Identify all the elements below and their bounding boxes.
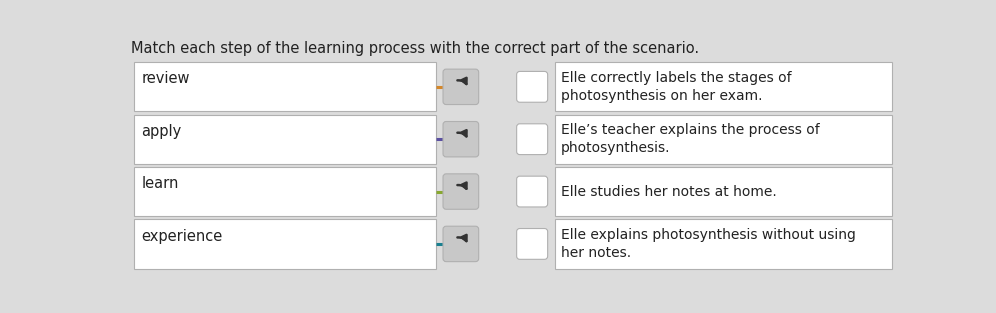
FancyBboxPatch shape: [555, 115, 891, 164]
Text: Elle’s teacher explains the process of
photosynthesis.: Elle’s teacher explains the process of p…: [561, 123, 820, 155]
FancyBboxPatch shape: [443, 69, 479, 105]
FancyBboxPatch shape: [443, 226, 479, 262]
Text: experience: experience: [141, 228, 223, 244]
FancyBboxPatch shape: [555, 167, 891, 216]
FancyBboxPatch shape: [517, 71, 548, 102]
FancyBboxPatch shape: [133, 62, 436, 111]
Text: Elle studies her notes at home.: Elle studies her notes at home.: [561, 185, 777, 198]
FancyBboxPatch shape: [517, 228, 548, 259]
Text: learn: learn: [141, 176, 179, 191]
FancyBboxPatch shape: [443, 174, 479, 209]
FancyBboxPatch shape: [517, 176, 548, 207]
Text: apply: apply: [141, 124, 182, 139]
FancyBboxPatch shape: [133, 115, 436, 164]
FancyBboxPatch shape: [133, 167, 436, 216]
Text: Match each step of the learning process with the correct part of the scenario.: Match each step of the learning process …: [130, 41, 699, 56]
FancyBboxPatch shape: [443, 121, 479, 157]
Text: Elle correctly labels the stages of
photosynthesis on her exam.: Elle correctly labels the stages of phot…: [561, 71, 792, 103]
Text: review: review: [141, 71, 190, 86]
FancyBboxPatch shape: [555, 62, 891, 111]
FancyBboxPatch shape: [133, 219, 436, 269]
Text: Elle explains photosynthesis without using
her notes.: Elle explains photosynthesis without usi…: [561, 228, 856, 260]
FancyBboxPatch shape: [555, 219, 891, 269]
FancyBboxPatch shape: [517, 124, 548, 155]
